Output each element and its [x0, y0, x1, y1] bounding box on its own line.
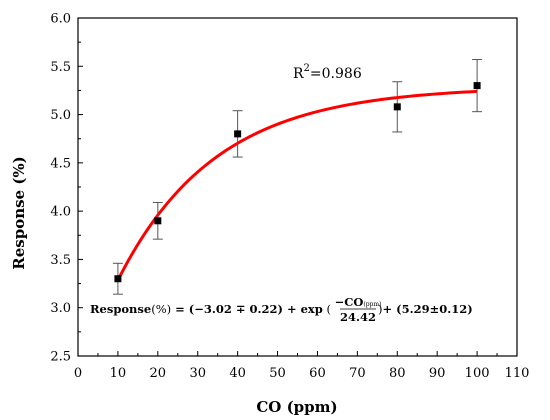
y-tick-label: 6.0: [50, 12, 71, 27]
y-tick-label: 4.0: [50, 205, 71, 220]
data-point: [112, 262, 123, 295]
eq-close: ): [378, 302, 383, 316]
x-tick-label: 70: [349, 366, 366, 381]
x-tick-label: 80: [389, 366, 406, 381]
r-squared-annotation: R2=0.986: [293, 63, 362, 82]
x-tick-label: 100: [465, 366, 490, 381]
x-tick-label: 40: [229, 366, 246, 381]
point-marker: [114, 275, 122, 283]
data-point: [152, 201, 163, 240]
r2-exponent: 2: [304, 63, 310, 74]
x-axis-label: CO (ppm): [256, 398, 337, 416]
eq-pct: (%): [151, 302, 171, 316]
x-tick-label: 20: [150, 366, 167, 381]
point-marker: [393, 103, 401, 111]
eq-lhs: Response: [90, 302, 151, 316]
x-tick-label: 60: [309, 366, 326, 381]
y-tick-label: 5.0: [50, 108, 71, 123]
fit-equation: Response(%) = (−3.02 ∓ 0.22) + exp ( −CO…: [90, 295, 473, 324]
y-axis-label: Response (%): [10, 156, 28, 270]
data-points-layer: [112, 59, 483, 295]
eq-exp: exp: [301, 302, 323, 316]
svg-text:)+ (5.29±0.12): )+ (5.29±0.12): [378, 302, 473, 316]
point-marker: [473, 82, 481, 90]
x-tick-label: 0: [74, 366, 82, 381]
fit-curve-layer: [116, 89, 478, 281]
data-point: [392, 81, 403, 133]
x-tick-label: 30: [189, 366, 206, 381]
y-tick-label: 2.5: [50, 350, 71, 365]
eq-mid: = (−3.02 ∓ 0.22) +: [171, 302, 300, 316]
data-point: [472, 59, 483, 113]
eq-fraction-denominator: 24.42: [340, 310, 376, 324]
r2-value: =0.986: [310, 66, 362, 82]
eq-fraction-numerator: −CO(ppm): [335, 295, 382, 309]
y-tick-label: 5.5: [50, 60, 71, 75]
eq-open: (: [323, 302, 331, 316]
fit-curve: [116, 89, 478, 281]
x-tick-label: 10: [110, 366, 127, 381]
y-tick-label: 4.5: [50, 156, 71, 171]
y-tick-label: 3.5: [50, 253, 71, 268]
x-tick-label: 50: [269, 366, 286, 381]
svg-text:Response(%) = (−3.02 ∓ 0.22) +: Response(%) = (−3.02 ∓ 0.22) + exp (: [90, 302, 331, 316]
data-point: [232, 110, 243, 158]
point-marker: [234, 130, 242, 138]
y-tick-label: 3.0: [50, 301, 71, 316]
x-axis-ticks: 0 10 20 30 40 50 60 70 80 90 100 110: [74, 351, 530, 381]
point-marker: [154, 217, 162, 225]
r2-prefix: R: [293, 66, 304, 82]
y-axis-ticks: 2.5 3.0 3.5 4.0 4.5 5.0 5.5 6.0: [50, 12, 83, 365]
x-tick-label: 110: [505, 366, 530, 381]
x-tick-label: 90: [429, 366, 446, 381]
eq-tail: + (5.29±0.12): [383, 302, 473, 316]
